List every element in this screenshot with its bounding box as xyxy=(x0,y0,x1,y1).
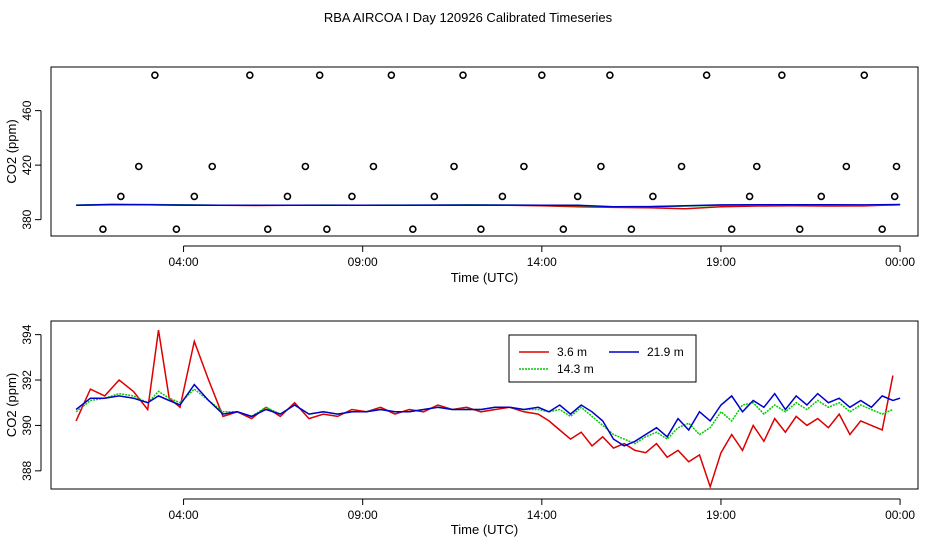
y-tick-label: 380 xyxy=(20,209,34,229)
calibration-marker xyxy=(99,225,107,233)
calibration-marker xyxy=(752,162,761,171)
y-tick-label: 390 xyxy=(20,415,34,435)
calibration-marker xyxy=(677,162,686,171)
calibration-marker xyxy=(597,162,605,171)
calibration-marker xyxy=(134,162,143,171)
calibration-marker xyxy=(892,162,901,171)
calibration-marker xyxy=(627,225,636,233)
x-tick-label: 09:00 xyxy=(348,508,378,522)
top-panel: 04:00 09:00 14:00 19:00 00:00 Time (UTC) 380 42… xyxy=(4,66,919,285)
y-axis-label: CO2 (ppm) xyxy=(4,119,19,183)
calibration-marker xyxy=(649,192,657,201)
calibration-marker xyxy=(323,225,331,233)
calibration-marker xyxy=(190,192,199,201)
x-tick-label: 14:00 xyxy=(527,255,557,269)
calibration-marker xyxy=(315,71,324,79)
y-axis-label: CO2 (ppm) xyxy=(4,373,19,437)
y-tick-label: 420 xyxy=(20,155,34,175)
calibration-marker xyxy=(387,71,396,79)
y-tick-label: 394 xyxy=(20,324,34,344)
legend-label: 3.6 m xyxy=(557,345,587,359)
x-tick-label: 09:00 xyxy=(348,255,378,269)
legend-label: 21.9 m xyxy=(647,345,684,359)
plot-frame xyxy=(50,66,919,237)
calibration-marker xyxy=(702,71,711,79)
calibration-marker xyxy=(538,71,546,79)
bottom-panel: 04:00 09:00 14:00 19:00 00:00 Time (UTC) 388 39… xyxy=(4,320,919,537)
calibration-marker xyxy=(477,225,485,233)
calibration-marker xyxy=(745,192,754,201)
calibration-marker xyxy=(860,71,869,79)
calibration-marker xyxy=(842,162,851,171)
calibration-marker xyxy=(878,225,886,233)
plot-frame xyxy=(50,320,919,490)
calibration-marker xyxy=(727,225,736,233)
calibration-marker xyxy=(795,225,804,233)
x-axis-label: Time (UTC) xyxy=(451,522,518,537)
calibration-marker xyxy=(117,192,125,201)
calibration-marker xyxy=(409,225,417,233)
legend-label: 14.3 m xyxy=(557,362,594,376)
x-tick-label: 00:00 xyxy=(885,255,915,269)
x-axis-label: Time (UTC) xyxy=(451,270,518,285)
legend-box xyxy=(508,334,697,383)
series-line-21-9-m xyxy=(76,203,901,208)
series-line-3-6-m xyxy=(75,329,894,490)
calibration-marker xyxy=(559,225,568,233)
calibration-marker xyxy=(208,162,217,171)
x-tick-label: 19:00 xyxy=(706,508,736,522)
calibration-marker xyxy=(459,71,467,79)
series-line-21-9-m xyxy=(75,383,901,447)
calibration-marker xyxy=(301,162,310,171)
calibration-marker xyxy=(450,162,458,171)
calibration-marker xyxy=(246,71,254,79)
calibration-marker xyxy=(606,71,614,79)
calibration-marker xyxy=(172,225,181,233)
figure-title: RBA AIRCOA I Day 120926 Calibrated Times… xyxy=(324,10,613,25)
calibration-marker xyxy=(498,192,507,201)
x-tick-label: 00:00 xyxy=(885,508,915,522)
calibration-marker xyxy=(283,192,292,201)
x-tick-label: 04:00 xyxy=(169,255,199,269)
calibration-marker xyxy=(430,192,439,201)
y-tick-label: 392 xyxy=(20,370,34,390)
series-line-14-3-m xyxy=(75,388,894,445)
x-tick-label: 14:00 xyxy=(527,508,557,522)
y-tick-label: 388 xyxy=(20,461,34,481)
calibration-marker xyxy=(348,192,356,201)
calibration-marker xyxy=(573,192,582,201)
calibration-marker xyxy=(369,162,378,171)
x-tick-label: 04:00 xyxy=(169,508,199,522)
x-tick-label: 19:00 xyxy=(706,255,736,269)
calibration-marker xyxy=(778,71,786,79)
calibration-marker xyxy=(817,192,826,201)
y-tick-label: 460 xyxy=(20,100,34,120)
calibration-marker xyxy=(890,192,899,201)
calibration-marker xyxy=(263,225,272,233)
calibration-marker xyxy=(520,162,528,171)
calibration-marker xyxy=(151,71,159,79)
